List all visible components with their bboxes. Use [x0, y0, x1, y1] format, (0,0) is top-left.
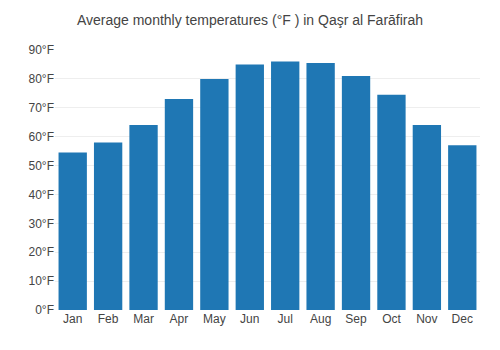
svg-text:Mar: Mar: [133, 312, 154, 326]
svg-text:60°F: 60°F: [29, 130, 54, 144]
svg-text:Average monthly temperatures (: Average monthly temperatures (°F ) in Qa…: [77, 12, 423, 28]
svg-text:70°F: 70°F: [29, 101, 54, 115]
svg-text:40°F: 40°F: [29, 188, 54, 202]
svg-text:90°F: 90°F: [29, 43, 54, 57]
svg-text:Jun: Jun: [240, 312, 259, 326]
svg-text:0°F: 0°F: [35, 303, 54, 317]
svg-text:20°F: 20°F: [29, 245, 54, 259]
svg-text:Feb: Feb: [98, 312, 119, 326]
svg-text:Jan: Jan: [63, 312, 82, 326]
svg-text:Sep: Sep: [345, 312, 367, 326]
svg-text:80°F: 80°F: [29, 72, 54, 86]
svg-text:Jul: Jul: [278, 312, 293, 326]
svg-text:50°F: 50°F: [29, 159, 54, 173]
svg-text:Dec: Dec: [452, 312, 473, 326]
svg-text:Oct: Oct: [382, 312, 401, 326]
svg-text:10°F: 10°F: [29, 274, 54, 288]
svg-text:Nov: Nov: [416, 312, 437, 326]
svg-text:Aug: Aug: [310, 312, 331, 326]
svg-text:30°F: 30°F: [29, 217, 54, 231]
svg-text:May: May: [203, 312, 226, 326]
svg-text:Apr: Apr: [170, 312, 189, 326]
